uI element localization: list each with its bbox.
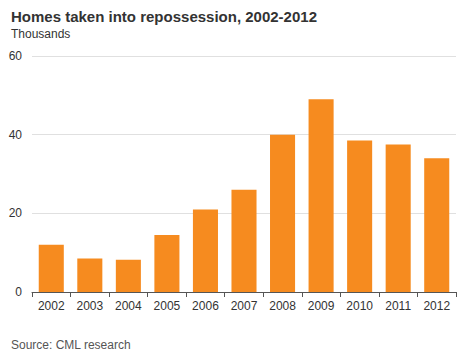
- svg-text:2011: 2011: [385, 299, 411, 313]
- svg-text:40: 40: [9, 128, 23, 142]
- svg-text:2007: 2007: [231, 299, 258, 313]
- svg-text:Homes taken into repossession,: Homes taken into repossession, 2002-2012: [11, 8, 317, 25]
- svg-text:2002: 2002: [38, 299, 65, 313]
- svg-text:Thousands: Thousands: [11, 27, 70, 41]
- svg-text:2004: 2004: [115, 299, 142, 313]
- svg-text:2010: 2010: [346, 299, 373, 313]
- svg-text:2006: 2006: [192, 299, 219, 313]
- svg-text:2003: 2003: [76, 299, 103, 313]
- svg-text:2009: 2009: [308, 299, 335, 313]
- svg-text:20: 20: [9, 206, 23, 220]
- svg-text:2012: 2012: [423, 299, 450, 313]
- svg-text:Source: CML research: Source: CML research: [11, 338, 131, 352]
- svg-text:60: 60: [9, 49, 23, 63]
- svg-text:2005: 2005: [154, 299, 181, 313]
- svg-text:0: 0: [15, 285, 22, 299]
- svg-text:2008: 2008: [269, 299, 296, 313]
